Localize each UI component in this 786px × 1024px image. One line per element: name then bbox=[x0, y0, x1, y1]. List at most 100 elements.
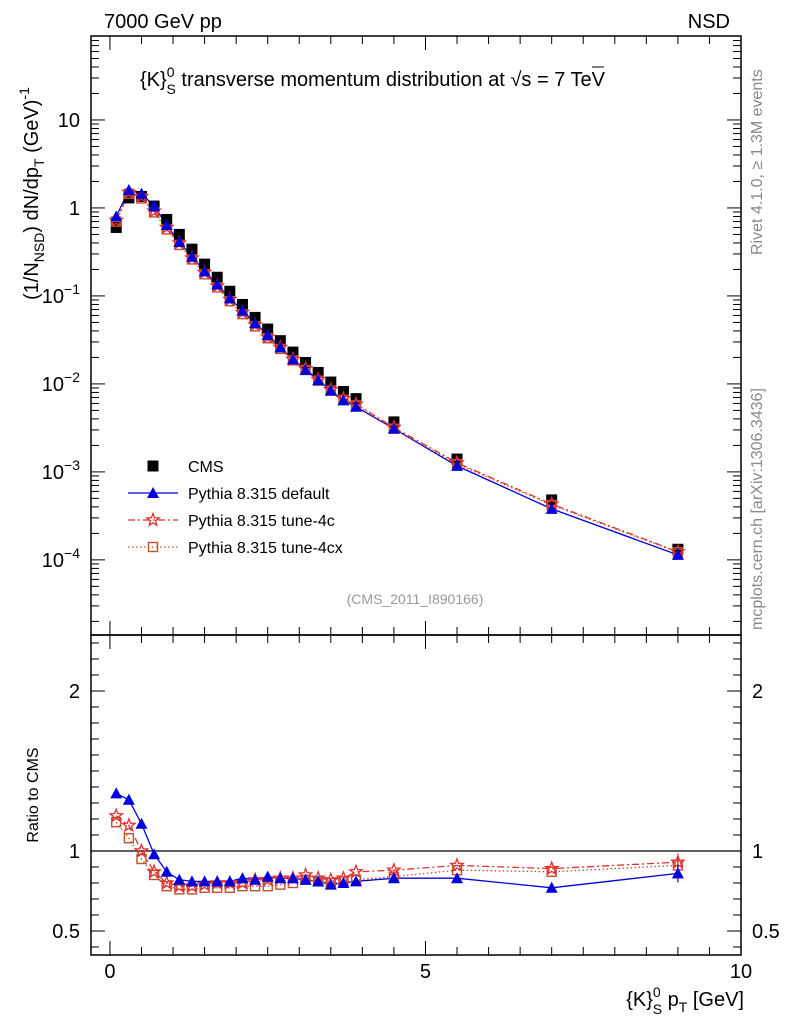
main-point-star bbox=[108, 212, 125, 228]
legend-entry-label: Pythia 8.315 default bbox=[188, 486, 330, 503]
main-y-tick-label: 10−4 bbox=[42, 545, 80, 572]
main-y-tick-label: 10 bbox=[58, 110, 80, 132]
main-point-triangle bbox=[387, 422, 400, 434]
main-point-triangle bbox=[185, 250, 198, 262]
ratio-point-star bbox=[158, 874, 175, 890]
ratio-y-tick-label-right: 1 bbox=[752, 841, 763, 863]
ratio-y-tick-label-left: 2 bbox=[69, 681, 80, 703]
ratio-point-triangle bbox=[110, 787, 123, 799]
ratio-point-triangle bbox=[236, 872, 249, 884]
legend: CMS Pythia 8.315 default Pythia 8.315 tune… bbox=[128, 459, 343, 557]
ratio-y-axis-label: Ratio to CMS bbox=[25, 747, 42, 842]
legend-marker-triangle bbox=[147, 487, 159, 498]
ratio-point-triangle bbox=[211, 875, 224, 887]
ratio-point-triangle bbox=[173, 873, 186, 885]
legend-entry-label: CMS bbox=[188, 459, 224, 476]
main-point-triangle bbox=[286, 353, 299, 365]
ratio-point-triangle bbox=[249, 873, 262, 885]
x-tick-label: 0 bbox=[104, 961, 115, 983]
main-point-triangle bbox=[350, 400, 363, 412]
ratio-point-open-square bbox=[148, 869, 160, 881]
ratio-point-open-square bbox=[546, 866, 557, 877]
mcplots-source-label: mcplots.cern.ch [arXiv:1306.3436] bbox=[749, 388, 766, 630]
ratio-point-triangle bbox=[545, 881, 558, 893]
x-tick-label: 5 bbox=[420, 961, 431, 983]
sqrt-symbol: √ bbox=[510, 69, 521, 91]
x-axis-label: {K}0 S pT [GeV] bbox=[626, 984, 744, 1017]
ratio-point-triangle bbox=[312, 875, 325, 887]
main-point-square bbox=[110, 221, 122, 233]
ratio-point-star bbox=[196, 876, 213, 892]
ratio-axis-ticks bbox=[91, 635, 742, 955]
main-point-triangle bbox=[160, 218, 173, 230]
legend-entry-label: Pythia 8.315 tune-4c bbox=[188, 513, 335, 530]
ratio-point-triangle bbox=[185, 875, 198, 887]
main-point-square bbox=[173, 228, 185, 240]
ratio-point-open-square bbox=[161, 881, 172, 892]
main-axis-ticks bbox=[91, 35, 742, 635]
ratio-point-triangle bbox=[671, 867, 684, 879]
main-point-triangle bbox=[274, 341, 287, 353]
ratio-point-triangle bbox=[286, 872, 299, 884]
ratio-point-triangle bbox=[160, 865, 173, 877]
legend-marker-star bbox=[145, 511, 161, 527]
x-tick-label: 10 bbox=[730, 961, 752, 983]
ratio-point-triangle bbox=[148, 848, 161, 860]
ratio-y-tick-label-right: 2 bbox=[752, 681, 763, 703]
main-data-series bbox=[108, 183, 686, 560]
main-point-square bbox=[186, 243, 198, 255]
chart-title: {K}0 S transverse momentum distribution a… bbox=[140, 64, 606, 97]
main-point-triangle bbox=[451, 459, 464, 471]
ratio-point-star bbox=[146, 863, 163, 879]
main-point-triangle bbox=[148, 200, 161, 212]
main-y-tick-label: 10−3 bbox=[42, 457, 80, 484]
main-point-triangle bbox=[173, 236, 186, 248]
main-point-triangle bbox=[223, 292, 236, 304]
ratio-point-star bbox=[120, 817, 137, 833]
ratio-y-tick-label-right: 0.5 bbox=[752, 921, 780, 943]
ratio-point-triangle bbox=[299, 873, 312, 885]
rivet-version-label: Rivet 4.1.0, ≥ 1.3M events bbox=[749, 69, 766, 255]
ratio-y-tick-label-left: 0.5 bbox=[52, 921, 80, 943]
main-point-triangle bbox=[337, 394, 350, 406]
main-point-triangle bbox=[122, 183, 135, 195]
ratio-point-star bbox=[108, 807, 125, 823]
main-point-triangle bbox=[135, 187, 148, 199]
main-point-star bbox=[158, 219, 175, 235]
ratio-point-triangle bbox=[135, 817, 148, 829]
main-point-triangle bbox=[261, 328, 274, 340]
ratio-point-star bbox=[259, 871, 276, 887]
ratio-point-triangle bbox=[451, 872, 464, 884]
main-point-triangle bbox=[545, 502, 558, 514]
main-point-triangle bbox=[324, 384, 337, 396]
main-y-axis-label: (1/NNSD) dN/dpT (GeV)-1 bbox=[16, 87, 47, 300]
main-point-triangle bbox=[110, 210, 123, 222]
ratio-series-line-1 bbox=[115, 815, 678, 887]
ratio-point-triangle bbox=[122, 793, 135, 805]
ratio-point-triangle bbox=[274, 872, 287, 884]
ratio-point-triangle bbox=[387, 872, 400, 884]
ratio-point-triangle bbox=[324, 878, 337, 890]
main-point-triangle bbox=[249, 317, 262, 329]
main-point-square bbox=[211, 271, 223, 283]
ratio-data-series bbox=[108, 787, 686, 895]
main-y-tick-labels: 10 1 10−1 10−2 10−3 10−4 bbox=[42, 110, 80, 572]
main-y-tick-label: 10−1 bbox=[42, 281, 80, 308]
energy-label: 7000 GeV pp bbox=[104, 11, 222, 33]
ratio-series-line-2 bbox=[115, 821, 678, 891]
main-point-triangle bbox=[211, 278, 224, 290]
ratio-point-star bbox=[348, 863, 364, 879]
ratio-point-star bbox=[133, 842, 150, 858]
legend-marker-square bbox=[147, 460, 159, 472]
legend-entry-label: Pythia 8.315 tune-4cx bbox=[188, 540, 343, 557]
ratio-y-tick-label-left: 1 bbox=[69, 841, 80, 863]
ratio-panel-frame bbox=[90, 634, 742, 956]
main-point-star bbox=[120, 184, 137, 200]
ratio-point-star bbox=[449, 857, 465, 873]
ratio-point-open-square bbox=[136, 853, 147, 865]
ratio-point-triangle bbox=[337, 877, 350, 888]
ratio-point-triangle bbox=[198, 875, 211, 887]
main-point-triangle bbox=[312, 374, 325, 386]
ratio-point-open-square bbox=[174, 884, 185, 895]
